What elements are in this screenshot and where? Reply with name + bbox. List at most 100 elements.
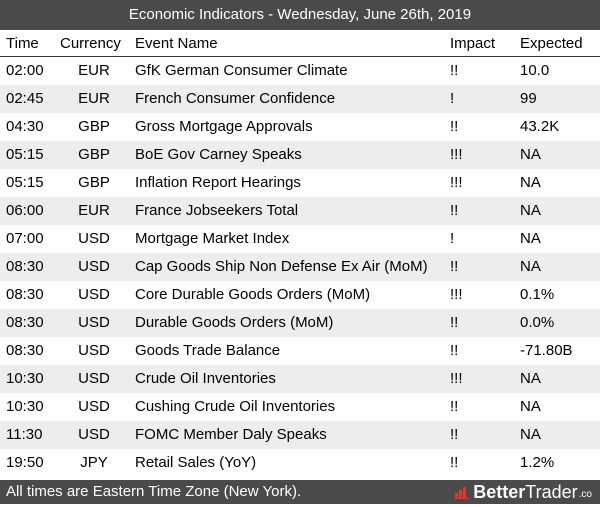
row-impact: !!	[450, 342, 459, 359]
row-time: 04:30	[6, 118, 44, 135]
row-time: 05:15	[6, 146, 44, 163]
row-expected: 0.0%	[520, 314, 555, 331]
column-header-time: Time	[6, 35, 39, 52]
row-currency: USD	[78, 230, 110, 247]
row-currency: USD	[78, 286, 110, 303]
row-expected: 99	[520, 90, 537, 107]
row-impact: !	[450, 90, 455, 107]
table-row: 08:30 USD Goods Trade Balance !! -71.80B	[0, 337, 600, 365]
row-impact: !	[450, 230, 455, 247]
row-time: 10:30	[6, 370, 44, 387]
row-currency: EUR	[78, 90, 110, 107]
row-impact: !!!	[450, 146, 463, 163]
row-time: 08:30	[6, 258, 44, 275]
row-expected: NA	[520, 370, 541, 387]
row-currency: USD	[78, 370, 110, 387]
bar-chart-logo-icon	[455, 487, 470, 499]
footer-bar: All times are Eastern Time Zone (New Yor…	[0, 480, 600, 504]
table-row: 05:15 GBP BoE Gov Carney Speaks !!! NA	[0, 141, 600, 169]
row-expected: NA	[520, 398, 541, 415]
row-time: 08:30	[6, 314, 44, 331]
row-impact: !!	[450, 454, 459, 471]
bettertrader-logo[interactable]: Better Trader .co	[455, 480, 592, 504]
row-event: Mortgage Market Index	[135, 230, 290, 247]
row-event: BoE Gov Carney Speaks	[135, 146, 302, 163]
row-time: 08:30	[6, 342, 44, 359]
row-event: Durable Goods Orders (MoM)	[135, 314, 334, 331]
row-event: Retail Sales (YoY)	[135, 454, 257, 471]
row-expected: 0.1%	[520, 286, 555, 303]
row-event: French Consumer Confidence	[135, 90, 336, 107]
row-event: GfK German Consumer Climate	[135, 62, 348, 79]
row-currency: USD	[78, 342, 110, 359]
column-header-event: Event Name	[135, 35, 218, 52]
table-header: Time Currency Event Name Impact Expected	[0, 30, 600, 57]
row-expected: -71.80B	[520, 342, 573, 359]
brand-trader-text: Trader	[525, 482, 578, 502]
row-impact: !!!	[450, 174, 463, 191]
row-expected: 43.2K	[520, 118, 560, 135]
row-expected: NA	[520, 174, 541, 191]
row-event: FOMC Member Daly Speaks	[135, 426, 327, 443]
row-event: France Jobseekers Total	[135, 202, 299, 219]
brand-better-text: Better	[473, 482, 526, 502]
row-currency: USD	[78, 314, 110, 331]
row-time: 19:50	[6, 454, 44, 471]
row-currency: EUR	[78, 62, 110, 79]
page-title: Economic Indicators - Wednesday, June 26…	[0, 0, 600, 30]
row-event: Inflation Report Hearings	[135, 174, 301, 191]
column-header-impact: Impact	[450, 35, 496, 52]
row-time: 10:30	[6, 398, 44, 415]
row-impact: !!	[450, 426, 459, 443]
row-event: Cap Goods Ship Non Defense Ex Air (MoM)	[135, 258, 428, 275]
row-event: Gross Mortgage Approvals	[135, 118, 313, 135]
row-expected: 1.2%	[520, 454, 555, 471]
row-impact: !!	[450, 62, 459, 79]
row-time: 07:00	[6, 230, 44, 247]
row-impact: !!	[450, 258, 459, 275]
table-row: 11:30 USD FOMC Member Daly Speaks !! NA	[0, 421, 600, 449]
column-header-currency: Currency	[60, 35, 121, 52]
table-row: 19:50 JPY Retail Sales (YoY) !! 1.2%	[0, 449, 600, 477]
row-event: Core Durable Goods Orders (MoM)	[135, 286, 371, 303]
row-impact: !!	[450, 118, 459, 135]
table-row: 04:30 GBP Gross Mortgage Approvals !! 43…	[0, 113, 600, 141]
table-row: 10:30 USD Crude Oil Inventories !!! NA	[0, 365, 600, 393]
table-row: 07:00 USD Mortgage Market Index ! NA	[0, 225, 600, 253]
brand-suffix-text: .co	[578, 489, 592, 500]
table-row: 08:30 USD Core Durable Goods Orders (MoM…	[0, 281, 600, 309]
row-expected: 10.0	[520, 62, 550, 79]
row-impact: !!!	[450, 286, 463, 303]
row-expected: NA	[520, 146, 541, 163]
row-impact: !!	[450, 398, 459, 415]
row-currency: USD	[78, 398, 110, 415]
row-impact: !!	[450, 202, 459, 219]
row-time: 02:45	[6, 90, 44, 107]
table-row: 05:15 GBP Inflation Report Hearings !!! …	[0, 169, 600, 197]
row-currency: GBP	[78, 146, 110, 163]
row-currency: GBP	[78, 118, 110, 135]
row-event: Cushing Crude Oil Inventories	[135, 398, 336, 415]
row-currency: JPY	[80, 454, 108, 471]
row-time: 05:15	[6, 174, 44, 191]
row-currency: USD	[78, 258, 110, 275]
row-event: Crude Oil Inventories	[135, 370, 276, 387]
row-impact: !!	[450, 314, 459, 331]
row-expected: NA	[520, 426, 541, 443]
indicator-table-body: 02:00 EUR GfK German Consumer Climate !!…	[0, 57, 600, 477]
column-header-expected: Expected	[520, 35, 583, 52]
row-expected: NA	[520, 230, 541, 247]
row-expected: NA	[520, 202, 541, 219]
row-time: 06:00	[6, 202, 44, 219]
row-time: 02:00	[6, 62, 44, 79]
table-row: 06:00 EUR France Jobseekers Total !! NA	[0, 197, 600, 225]
row-expected: NA	[520, 258, 541, 275]
table-row: 10:30 USD Cushing Crude Oil Inventories …	[0, 393, 600, 421]
row-currency: EUR	[78, 202, 110, 219]
row-impact: !!!	[450, 370, 463, 387]
row-time: 08:30	[6, 286, 44, 303]
row-currency: USD	[78, 426, 110, 443]
timezone-note: All times are Eastern Time Zone (New Yor…	[6, 483, 302, 500]
table-row: 02:45 EUR French Consumer Confidence ! 9…	[0, 85, 600, 113]
table-row: 02:00 EUR GfK German Consumer Climate !!…	[0, 57, 600, 85]
